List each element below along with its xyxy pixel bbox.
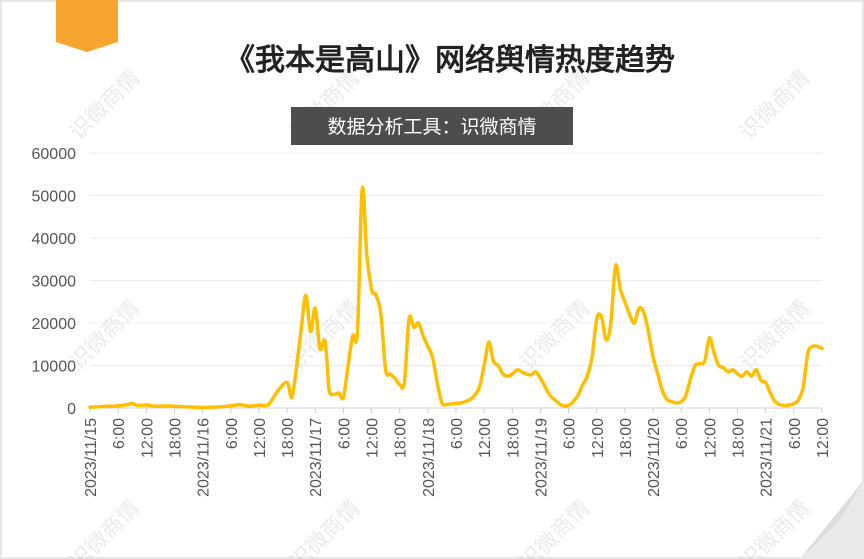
x-tick-label: 6:00 — [336, 418, 353, 449]
x-tick-label: 2023/11/17 — [308, 418, 325, 497]
x-tick-label: 12:00 — [815, 418, 832, 458]
page-curl-shadow — [800, 480, 864, 559]
x-tick-label: 6:00 — [111, 418, 128, 449]
x-tick-label: 2023/11/19 — [533, 418, 550, 497]
y-tick-label: 10000 — [32, 359, 77, 376]
y-tick-label: 50000 — [32, 189, 77, 206]
x-tick-label: 12:00 — [252, 418, 269, 458]
x-tick-label: 2023/11/15 — [83, 418, 100, 497]
x-tick-label: 12:00 — [477, 418, 494, 458]
x-tick-label: 6:00 — [224, 418, 241, 449]
x-tick-label: 12:00 — [702, 418, 719, 458]
x-tick-label: 18:00 — [505, 418, 522, 458]
x-tick-label: 12:00 — [365, 418, 382, 458]
x-tick-label: 18:00 — [618, 418, 635, 458]
x-axis: 2023/11/15 6:00 12:00 18:00 2023/11/16 6:00 12… — [83, 408, 832, 497]
y-tick-label: 0 — [67, 401, 76, 418]
x-tick-label: 18:00 — [167, 418, 184, 458]
y-tick-label: 60000 — [32, 146, 77, 163]
y-tick-label: 30000 — [32, 274, 77, 291]
x-tick-label: 2023/11/21 — [759, 418, 776, 497]
bookmark-badge — [56, 0, 118, 52]
y-axis: 0 10000 20000 30000 40000 50000 60000 — [32, 146, 77, 418]
x-tick-label: 6:00 — [562, 418, 579, 449]
subtitle-box — [291, 107, 573, 145]
series-line — [88, 185, 824, 410]
x-tick-label: 6:00 — [674, 418, 691, 449]
chart-title: 《我本是高山》网络舆情热度趋势 — [225, 43, 675, 78]
x-tick-label: 2023/11/16 — [196, 418, 213, 497]
x-tick-label: 12:00 — [590, 418, 607, 458]
y-tick-label: 20000 — [32, 316, 77, 333]
series-layer — [88, 185, 824, 410]
x-tick-label: 6:00 — [787, 418, 804, 449]
x-tick-label: 6:00 — [449, 418, 466, 449]
x-tick-label: 2023/11/18 — [421, 418, 438, 497]
x-tick-label: 12:00 — [139, 418, 156, 458]
x-tick-label: 2023/11/20 — [646, 418, 663, 497]
x-tick-label: 18:00 — [280, 418, 297, 458]
x-tick-label: 18:00 — [731, 418, 748, 458]
y-tick-label: 40000 — [32, 231, 77, 248]
x-tick-label: 18:00 — [393, 418, 410, 458]
chart-subtitle: 数据分析工具：识微商情 — [327, 116, 536, 138]
